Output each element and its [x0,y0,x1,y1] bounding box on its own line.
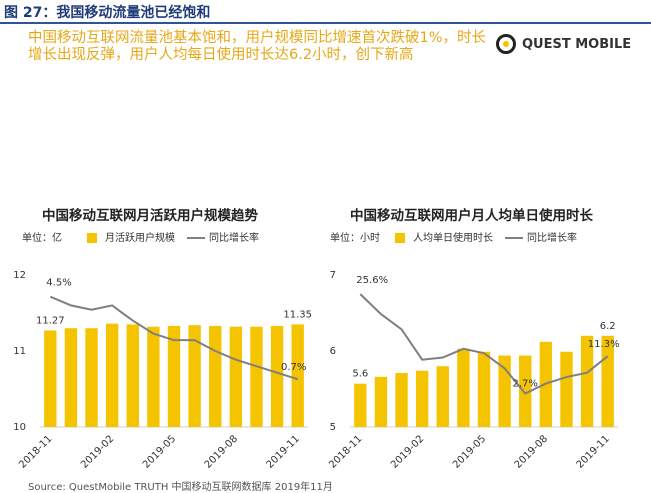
data-label: 4.5% [46,278,71,289]
bar [64,328,78,427]
line [49,295,298,381]
x-tick-label: 2019-11 [575,433,612,470]
bar [44,330,57,427]
bar [415,370,429,427]
logo-mark [496,34,516,54]
bar [395,373,408,427]
x-tick-label: 2019-08 [513,433,550,470]
bar [457,348,470,427]
y-tick-label: 10 [13,422,26,433]
legend-label: 月活跃用户规模 [105,231,175,244]
bar [229,326,243,427]
bar [250,326,263,427]
x-tick-label: 2019-08 [203,433,240,470]
data-label: 11.27 [36,315,65,326]
logo: QUEST MOBILE [496,34,631,54]
legend-swatch [87,233,97,243]
unit-label: 单位：小时 [330,231,380,244]
y-tick-label: 6 [330,346,336,357]
source: Source: QuestMobile TRUTH 中国移动互联网数据库 201… [28,482,333,493]
x-tick-label: 2018-11 [17,433,54,470]
y-tick-label: 11 [13,346,26,357]
bar [291,324,304,427]
x-tick-label: 2019-05 [451,433,488,470]
data-label: 6.2 [600,321,616,332]
data-label: 11.35 [283,309,312,320]
bar [209,325,222,427]
bar [354,383,367,427]
bar [560,351,573,427]
data-label: 5.6 [352,369,368,380]
bar [477,351,491,427]
line [359,293,609,395]
legend-label: 同比增长率 [209,231,259,244]
data-label: 2.7% [513,379,538,390]
legend-label: 人均单日使用时长 [413,231,493,244]
bar [167,325,181,427]
y-tick-label: 5 [330,422,336,433]
y-tick-label: 7 [330,270,336,281]
bar [270,325,284,427]
legend-swatch [395,233,405,243]
x-tick-label: 2018-11 [327,433,364,470]
legend-label: 同比增长率 [527,231,577,244]
data-label: 0.7% [281,362,306,373]
bar [85,328,98,427]
logo-text: QUEST MOBILE [522,36,632,52]
bar [436,366,449,427]
bar [188,325,201,427]
bar [147,326,160,427]
bar [105,323,119,427]
figure-title: 图 27：我国移动流量池已经饱和 [4,5,211,21]
data-label: 11.3% [588,339,620,350]
chart-title: 中国移动互联网用户月人均单日使用时长 [350,207,593,224]
title-rule [0,22,651,24]
bar [374,376,388,427]
unit-label: 单位：亿 [22,231,62,244]
bar [580,335,594,427]
data-label: 25.6% [356,275,388,286]
x-tick-label: 2019-11 [265,433,302,470]
x-tick-label: 2019-05 [141,433,178,470]
chart-title: 中国移动互联网月活跃用户规模趋势 [42,207,258,224]
x-tick-label: 2019-02 [79,433,116,470]
x-tick-label: 2019-02 [389,433,426,470]
headline: 中国移动互联网流量池基本饱和，用户规模同比增速首次跌破1%，时长增长出现反弹，用… [28,30,487,63]
bar [519,355,532,427]
bar [126,324,139,427]
y-tick-label: 12 [13,270,26,281]
